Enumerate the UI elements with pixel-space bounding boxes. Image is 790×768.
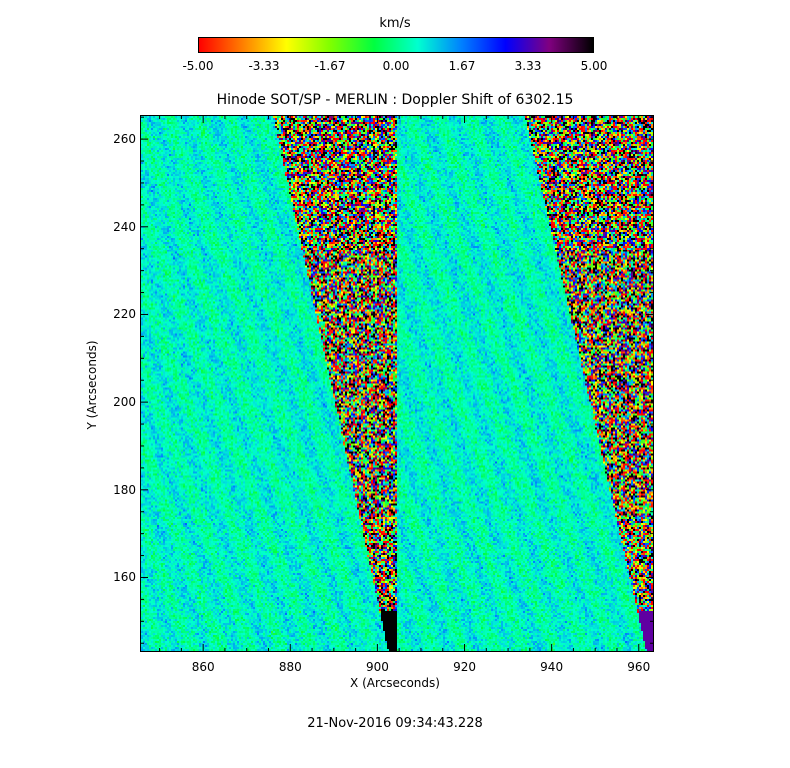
y-axis-label-text: Y (Arcseconds) (85, 340, 99, 430)
y-tick-label: 240 (113, 219, 136, 234)
x-tick-label: 880 (278, 660, 302, 674)
y-tick-label: 160 (113, 570, 136, 585)
colorbar-tick-label: 5.00 (580, 59, 608, 73)
y-tick-label: 220 (113, 307, 136, 322)
x-tick-label: 900 (365, 660, 389, 674)
y-tick-label: 180 (113, 482, 136, 497)
colorbar-tick-label: -3.33 (248, 59, 280, 73)
colorbar-tick-label: 3.33 (514, 59, 542, 73)
x-tick-label: 860 (191, 660, 215, 674)
x-tick-label: 920 (453, 660, 476, 674)
x-tick-label: 940 (540, 660, 564, 674)
x-axis-label: X (Arcseconds) (350, 676, 440, 690)
doppler-map (141, 116, 653, 651)
colorbar (198, 37, 594, 53)
colorbar-title: km/s (379, 16, 411, 31)
colorbar-tick-label: -5.00 (182, 59, 214, 73)
plot-area (140, 115, 654, 652)
timestamp: 21-Nov-2016 09:34:43.228 (307, 716, 483, 731)
colorbar-tick-label: 0.00 (382, 59, 410, 73)
chart-title: Hinode SOT/SP - MERLIN : Doppler Shift o… (216, 92, 574, 108)
x-tick-label: 960 (627, 660, 651, 674)
colorbar-tick-label: 1.67 (448, 59, 476, 73)
y-tick-label: 200 (113, 395, 136, 410)
y-tick-label: 260 (113, 132, 136, 147)
colorbar-tick-label: -1.67 (314, 59, 346, 73)
